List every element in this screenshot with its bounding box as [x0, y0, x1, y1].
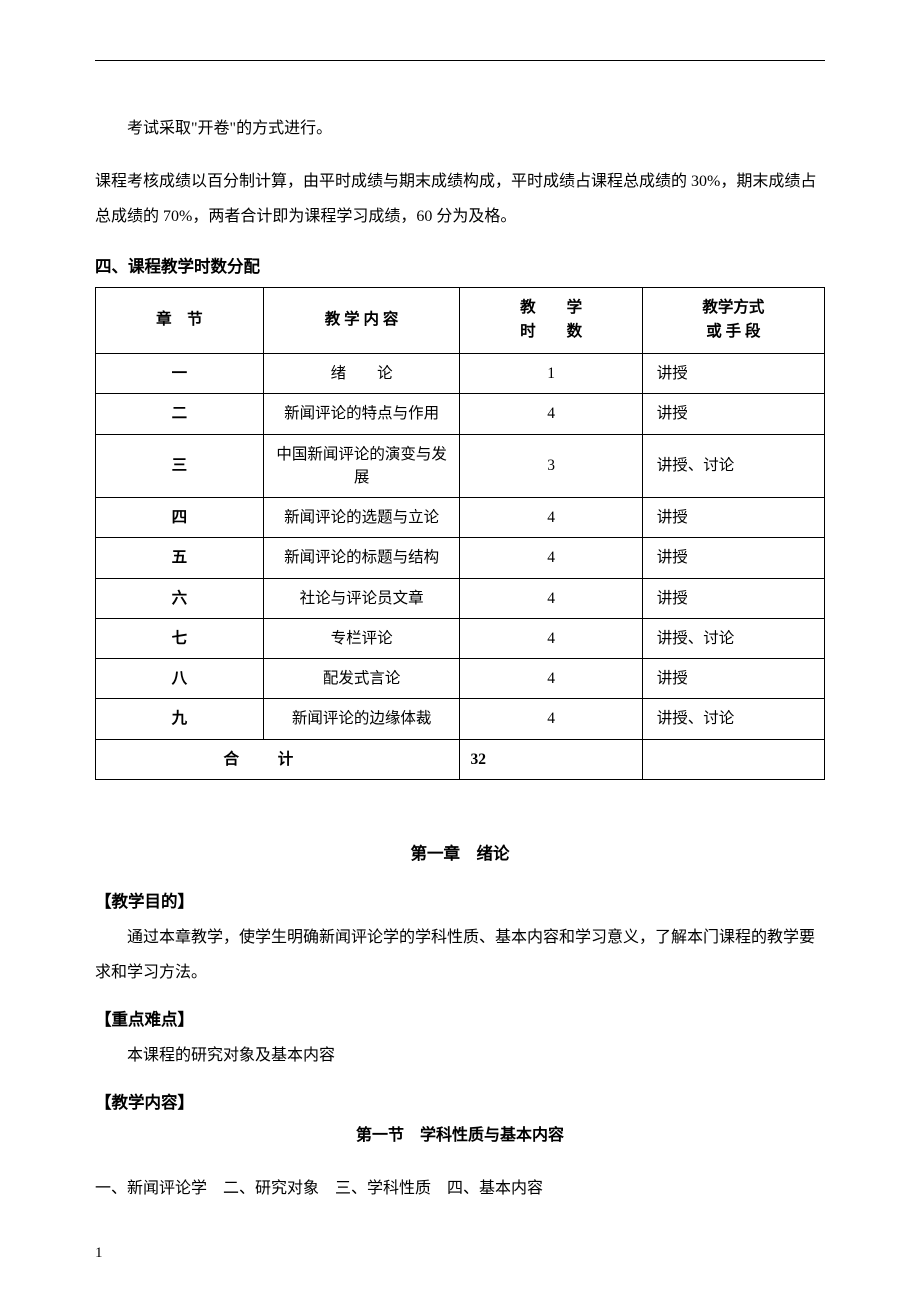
cell-method: 讲授	[642, 498, 824, 538]
cell-content: 社论与评论员文章	[263, 578, 460, 618]
cell-content: 绪 论	[263, 354, 460, 394]
section4-heading: 四、课程教学时数分配	[95, 253, 825, 277]
cell-chapter: 六	[96, 578, 264, 618]
cell-chapter: 四	[96, 498, 264, 538]
cell-hours: 4	[460, 578, 642, 618]
cell-method: 讲授、讨论	[642, 434, 824, 498]
th-hours-line2: 时 数	[470, 320, 631, 345]
table-row: 六社论与评论员文章4讲授	[96, 578, 825, 618]
chapter1-title: 第一章 绪论	[95, 840, 825, 864]
th-method: 教学方式 或 手 段	[642, 287, 824, 354]
cell-hours: 4	[460, 394, 642, 434]
cell-method: 讲授	[642, 538, 824, 578]
th-hours: 教 学 时 数	[460, 287, 642, 354]
cell-chapter: 一	[96, 354, 264, 394]
table-row: 二新闻评论的特点与作用4讲授	[96, 394, 825, 434]
table-row: 七专栏评论4讲授、讨论	[96, 618, 825, 658]
cell-hours: 4	[460, 538, 642, 578]
content-heading: 【教学内容】	[95, 1089, 825, 1113]
section1-title: 第一节 学科性质与基本内容	[95, 1121, 825, 1145]
cell-hours: 3	[460, 434, 642, 498]
cell-hours: 4	[460, 659, 642, 699]
cell-hours: 4	[460, 699, 642, 739]
cell-method: 讲授	[642, 354, 824, 394]
section1-items: 一、新闻评论学 二、研究对象 三、学科性质 四、基本内容	[95, 1173, 825, 1205]
page-number: 1	[95, 1245, 825, 1262]
cell-content: 新闻评论的边缘体裁	[263, 699, 460, 739]
cell-content: 中国新闻评论的演变与发展	[263, 434, 460, 498]
table-total-row: 合计32	[96, 739, 825, 779]
table-row: 三中国新闻评论的演变与发展3讲授、讨论	[96, 434, 825, 498]
th-chapter: 章 节	[96, 287, 264, 354]
cell-hours: 1	[460, 354, 642, 394]
th-hours-line1: 教 学	[470, 296, 631, 321]
objective-text: 通过本章教学，使学生明确新闻评论学的学科性质、基本内容和学习意义，了解本门课程的…	[95, 920, 825, 990]
cell-method: 讲授	[642, 659, 824, 699]
cell-chapter: 八	[96, 659, 264, 699]
cell-content: 专栏评论	[263, 618, 460, 658]
cell-chapter: 三	[96, 434, 264, 498]
difficulty-text: 本课程的研究对象及基本内容	[95, 1038, 825, 1073]
teaching-hours-table: 章 节 教 学 内 容 教 学 时 数 教学方式 或 手 段 一绪 论1讲授二新…	[95, 287, 825, 780]
th-method-line2: 或 手 段	[653, 320, 814, 345]
total-label: 合计	[96, 739, 460, 779]
total-method	[642, 739, 824, 779]
objective-heading: 【教学目的】	[95, 888, 825, 912]
paragraph-grading: 课程考核成绩以百分制计算，由平时成绩与期末成绩构成，平时成绩占课程总成绩的 30…	[95, 164, 825, 234]
total-hours: 32	[460, 739, 642, 779]
cell-chapter: 九	[96, 699, 264, 739]
cell-method: 讲授、讨论	[642, 618, 824, 658]
difficulty-heading: 【重点难点】	[95, 1006, 825, 1030]
cell-content: 配发式言论	[263, 659, 460, 699]
cell-method: 讲授	[642, 394, 824, 434]
th-content: 教 学 内 容	[263, 287, 460, 354]
horizontal-rule	[95, 60, 825, 61]
table-row: 八配发式言论4讲授	[96, 659, 825, 699]
cell-chapter: 二	[96, 394, 264, 434]
table-row: 四新闻评论的选题与立论4讲授	[96, 498, 825, 538]
cell-method: 讲授	[642, 578, 824, 618]
cell-content: 新闻评论的特点与作用	[263, 394, 460, 434]
cell-hours: 4	[460, 498, 642, 538]
table-header-row: 章 节 教 学 内 容 教 学 时 数 教学方式 或 手 段	[96, 287, 825, 354]
cell-chapter: 五	[96, 538, 264, 578]
cell-method: 讲授、讨论	[642, 699, 824, 739]
table-row: 一绪 论1讲授	[96, 354, 825, 394]
cell-chapter: 七	[96, 618, 264, 658]
cell-hours: 4	[460, 618, 642, 658]
table-row: 五新闻评论的标题与结构4讲授	[96, 538, 825, 578]
cell-content: 新闻评论的选题与立论	[263, 498, 460, 538]
th-method-line1: 教学方式	[653, 296, 814, 321]
table-row: 九新闻评论的边缘体裁4讲授、讨论	[96, 699, 825, 739]
cell-content: 新闻评论的标题与结构	[263, 538, 460, 578]
paragraph-exam-mode: 考试采取"开卷"的方式进行。	[95, 111, 825, 146]
